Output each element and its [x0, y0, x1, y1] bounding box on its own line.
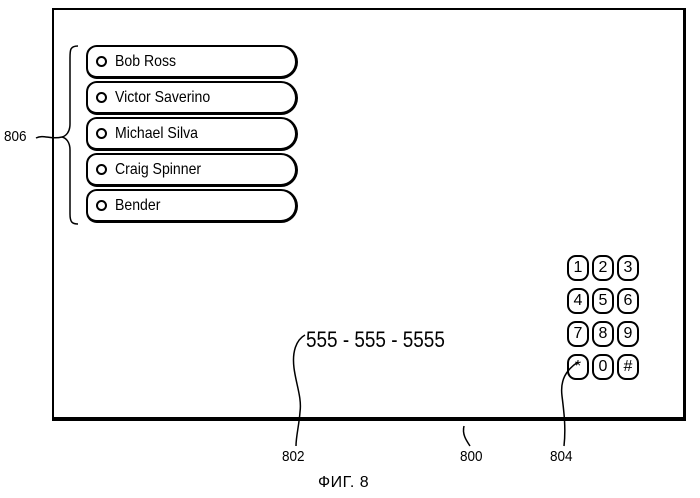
ref-806: 806	[4, 128, 27, 145]
leader-804	[562, 362, 578, 446]
figure-caption: ФИГ. 8	[318, 474, 369, 492]
leader-800	[463, 426, 470, 446]
leader-806	[36, 137, 62, 138]
brace-806	[62, 46, 78, 224]
leader-802	[293, 335, 305, 446]
ref-802: 802	[282, 448, 305, 465]
ref-800: 800	[460, 448, 483, 465]
ref-804: 804	[550, 448, 573, 465]
